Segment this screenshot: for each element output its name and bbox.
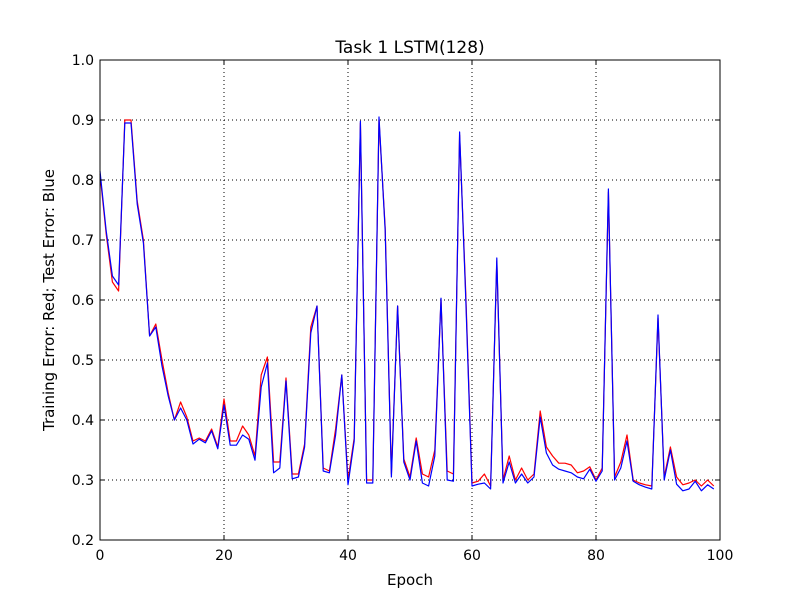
y-axis-title: Training Error: Red; Test Error: Blue xyxy=(40,169,58,432)
series-layer xyxy=(99,116,715,492)
y-tick-label: 0.7 xyxy=(72,233,94,249)
x-tick-label: 40 xyxy=(339,548,357,564)
y-tick-label: 0.5 xyxy=(72,353,94,369)
y-tick-label: 0.2 xyxy=(72,533,94,549)
y-tick-label: 0.8 xyxy=(72,173,94,189)
x-tick-label: 20 xyxy=(215,548,233,564)
x-tick-label: 0 xyxy=(96,548,105,564)
test-error-line xyxy=(99,116,715,492)
y-tick-label: 0.9 xyxy=(72,113,94,129)
ticks: 0 20 40 60 80 100 0.2 0.3 0.4 0.5 0.6 0.7 0.8 0.9 1.0 xyxy=(72,53,734,564)
x-tick-label: 80 xyxy=(587,548,605,564)
y-tick-label: 0.4 xyxy=(72,413,94,429)
y-tick-label: 0.6 xyxy=(72,293,94,309)
x-axis-title: Epoch xyxy=(387,571,433,589)
grid xyxy=(100,60,720,540)
y-tick-label: 1.0 xyxy=(72,53,94,69)
x-tick-label: 100 xyxy=(707,548,734,564)
y-tick-label: 0.3 xyxy=(72,473,94,489)
chart-title: Task 1 LSTM(128) xyxy=(334,38,484,58)
x-tick-label: 60 xyxy=(463,548,481,564)
